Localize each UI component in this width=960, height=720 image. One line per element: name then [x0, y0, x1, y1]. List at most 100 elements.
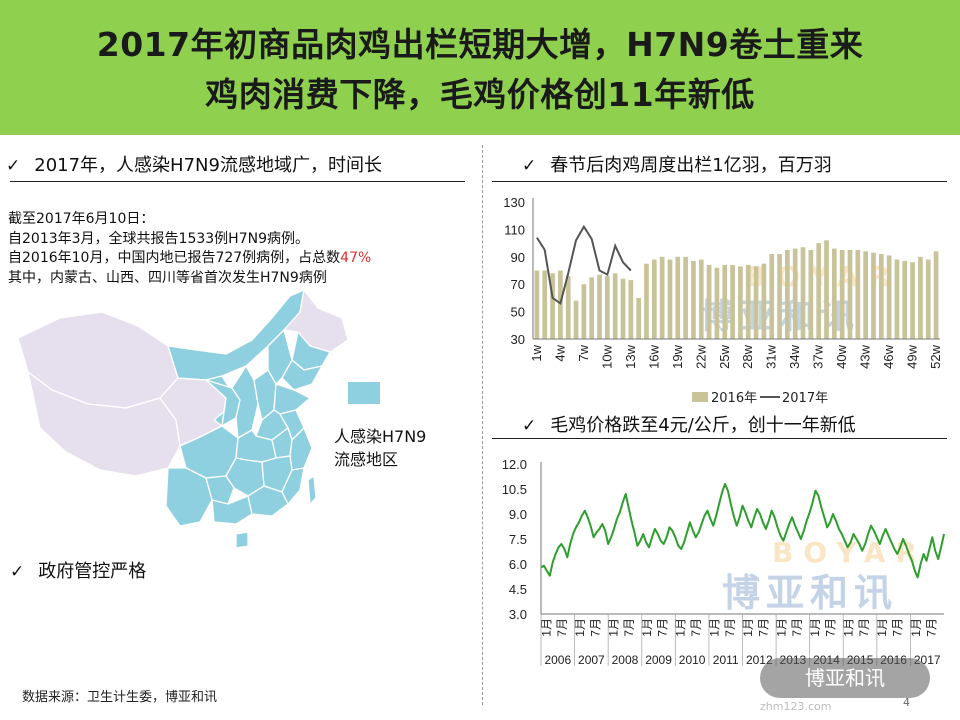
chart2-month-tick: 1月 [573, 618, 587, 637]
chart2-month-tick: 7月 [689, 618, 703, 637]
chart2-year-label: 2007 [578, 653, 605, 667]
right-section1-label: 春节后肉鸡周度出栏1亿羽，百万羽 [550, 155, 832, 176]
bar-2016 [886, 255, 892, 339]
check-icon: ✓ [6, 156, 21, 176]
chart2-year-label: 2011 [713, 653, 739, 667]
legend-label-2016: 2016年 [711, 391, 757, 406]
chart2-y-tick: 9.0 [509, 507, 527, 522]
bar-2016 [918, 256, 923, 339]
bar-2016 [714, 267, 720, 339]
page-number: 4 [903, 696, 910, 709]
chart2-month-tick: 7月 [756, 618, 770, 637]
bar-2016 [738, 266, 743, 339]
right-section2-heading: ✓ 毛鸡价格跌至4元/公斤，创十一年新低 [522, 411, 856, 437]
bar-2016 [831, 248, 837, 339]
chart2-month-tick: 7月 [555, 618, 569, 637]
right-section2-label: 毛鸡价格跌至4元/公斤，创十一年新低 [550, 415, 856, 436]
chart1-x-tick: 13w [623, 344, 638, 368]
chart2-month-tick: 7月 [622, 618, 636, 637]
bar-2016 [839, 249, 845, 339]
chart2-y-tick: 3.0 [509, 607, 527, 622]
chart1-x-tick: 46w [881, 344, 896, 368]
chart1-x-tick: 10w [599, 344, 614, 368]
left-section1-rule [10, 181, 465, 182]
title-banner: 2017年初商品肉鸡出栏短期大增，H7N9卷土重来 鸡肉消费下降，毛鸡价格创11… [0, 0, 960, 135]
bar-2016 [902, 260, 908, 339]
chart2-month-tick: 1月 [640, 618, 654, 637]
bar-2016 [667, 259, 673, 339]
map-legend-line2: 流感地区 [334, 450, 399, 469]
summary-line-3-text: 自2016年10月，中国内地已报告727例病例，占总数 [8, 250, 341, 266]
bar-2016 [808, 249, 814, 339]
chart1-x-tick: 7w [576, 344, 591, 361]
chart2-month-tick: 7月 [857, 618, 871, 637]
right-section1-rule [492, 181, 947, 182]
chart2-y-tick: 7.5 [509, 532, 527, 547]
chart2-month-tick: 1月 [774, 618, 788, 637]
summary-line-1: 截至2017年6月10日： [8, 211, 155, 227]
chart1-x-tick: 40w [834, 344, 849, 368]
bar-2016 [620, 278, 626, 339]
chart2-year-label: 2009 [645, 653, 672, 667]
bar-2016 [691, 260, 696, 339]
chart2-month-tick: 1月 [674, 618, 688, 637]
chart2-month-tick: 7月 [824, 618, 838, 637]
chart2-y-tick: 10.5 [502, 482, 527, 497]
bar-2016 [925, 259, 931, 339]
bar-2016 [597, 274, 602, 339]
bar-2016 [605, 275, 610, 339]
right-section2-rule [492, 438, 947, 439]
chart2-month-tick: 1月 [539, 618, 553, 637]
bar-2016 [800, 247, 806, 339]
chart1-y-tick: 90 [511, 250, 525, 265]
chart2-month-tick: 7月 [588, 618, 602, 637]
check-icon: ✓ [10, 562, 25, 582]
page-title-line1: 2017年初商品肉鸡出栏短期大增，H7N9卷土重来 [96, 25, 864, 64]
left-section2-label: 政府管控严格 [38, 561, 147, 582]
infection-summary: 截至2017年6月10日： 自2013年3月，全球共报告1533例H7N9病例。… [8, 210, 371, 288]
chart1-y-tick: 130 [503, 195, 525, 210]
chart1-x-tick: 1w [529, 344, 544, 361]
bar-2016 [792, 248, 798, 339]
chart1-x-tick: 16w [646, 344, 661, 368]
chart1-y-tick: 50 [511, 305, 525, 320]
chart1-x-tick: 31w [764, 344, 779, 368]
bar-2016 [675, 256, 681, 339]
chart2-y-tick: 4.5 [509, 582, 527, 597]
chart2-month-tick: 7月 [924, 618, 938, 637]
bar-2016 [636, 297, 642, 339]
map-legend-line1: 人感染H7N9 [334, 427, 427, 446]
bar-2016 [534, 270, 540, 339]
chart2-year-label: 2008 [612, 653, 639, 667]
bar-2016 [855, 249, 861, 339]
check-icon: ✓ [522, 156, 537, 176]
summary-line-3: 自2016年10月，中国内地已报告727例病例，占总数47% [8, 249, 371, 269]
bar-2016 [816, 243, 822, 339]
map-legend-label: 人感染H7N9 流感地区 [334, 425, 474, 471]
bar-2016 [628, 280, 634, 339]
chart1-y-tick: 30 [511, 332, 525, 347]
bar-2016 [878, 254, 884, 339]
chart1-x-tick: 19w [670, 344, 685, 368]
bar-2016 [769, 254, 775, 339]
bar-2016 [933, 251, 939, 339]
bar-2016 [785, 249, 790, 339]
bar-2016 [573, 300, 579, 339]
bar-2016 [777, 254, 782, 339]
highlight-percent: 47% [340, 250, 372, 266]
chart2-month-tick: 7月 [656, 618, 670, 637]
left-section1-heading: ✓ 2017年，人感染H7N9流感地域广，时间长 [6, 151, 382, 177]
chart1-x-tick: 28w [740, 344, 755, 368]
bar-2016 [753, 266, 759, 339]
map-legend-swatch [348, 382, 380, 404]
chart1-x-tick: 22w [693, 344, 708, 368]
data-source: 数据来源：卫生计生委，博亚和讯 [22, 690, 218, 705]
bar-2016 [871, 252, 876, 339]
chart2-y-tick: 12.0 [502, 457, 527, 472]
chart1-x-tick: 52w [928, 344, 943, 368]
chart2-month-tick: 1月 [875, 618, 889, 637]
chart2-month-tick: 1月 [808, 618, 822, 637]
summary-line-2: 自2013年3月，全球共报告1533例H7N9病例。 [8, 230, 309, 247]
